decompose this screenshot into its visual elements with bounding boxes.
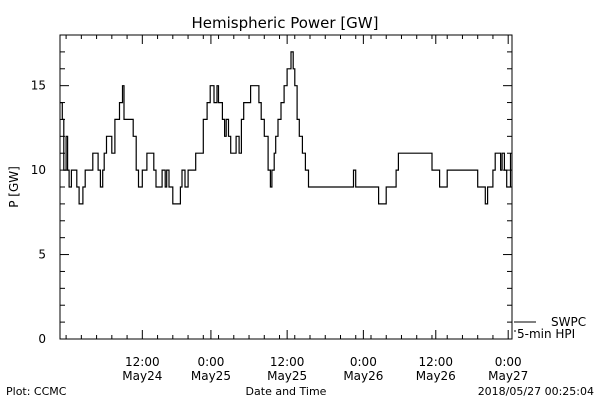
- x-tick-label-time: 0:00: [350, 355, 377, 369]
- x-tick-label-date: May24: [122, 369, 162, 383]
- x-tick-label-date: May25: [267, 369, 307, 383]
- footer-timestamp: 2018/05/27 00:25:04: [478, 385, 594, 398]
- x-tick-label-date: May26: [343, 369, 383, 383]
- series-line-swpc: [60, 51, 512, 205]
- legend-hpi-label: 5-min HPI: [517, 327, 575, 341]
- x-tick-label-date: May27: [488, 369, 528, 383]
- x-tick-label-date: May26: [416, 369, 456, 383]
- x-tick-label-time: 0:00: [495, 355, 522, 369]
- chart-title: Hemispheric Power [GW]: [192, 14, 379, 32]
- x-axis-label: Date and Time: [246, 385, 327, 398]
- legend: SWPC 5-min HPI: [514, 315, 586, 341]
- footer-plot-source: Plot: CCMC: [6, 385, 67, 398]
- y-tick-label: 5: [38, 248, 46, 262]
- series-layer: [60, 51, 512, 205]
- x-tick-label-time: 0:00: [197, 355, 224, 369]
- x-tick-label-time: 12:00: [270, 355, 305, 369]
- y-tick-label: 0: [38, 332, 46, 346]
- y-axis-label: P [GW]: [7, 166, 21, 208]
- y-axis: 0 5 10 15: [31, 34, 512, 346]
- y-tick-label: 10: [31, 163, 46, 177]
- x-axis: 12:00May240:00May2512:00May250:00May2612…: [65, 35, 528, 383]
- y-tick-label: 15: [31, 79, 46, 93]
- x-tick-label-time: 12:00: [418, 355, 453, 369]
- x-tick-label-date: May25: [191, 369, 231, 383]
- x-tick-label-time: 12:00: [125, 355, 160, 369]
- legend-swpc-label: SWPC: [551, 315, 586, 329]
